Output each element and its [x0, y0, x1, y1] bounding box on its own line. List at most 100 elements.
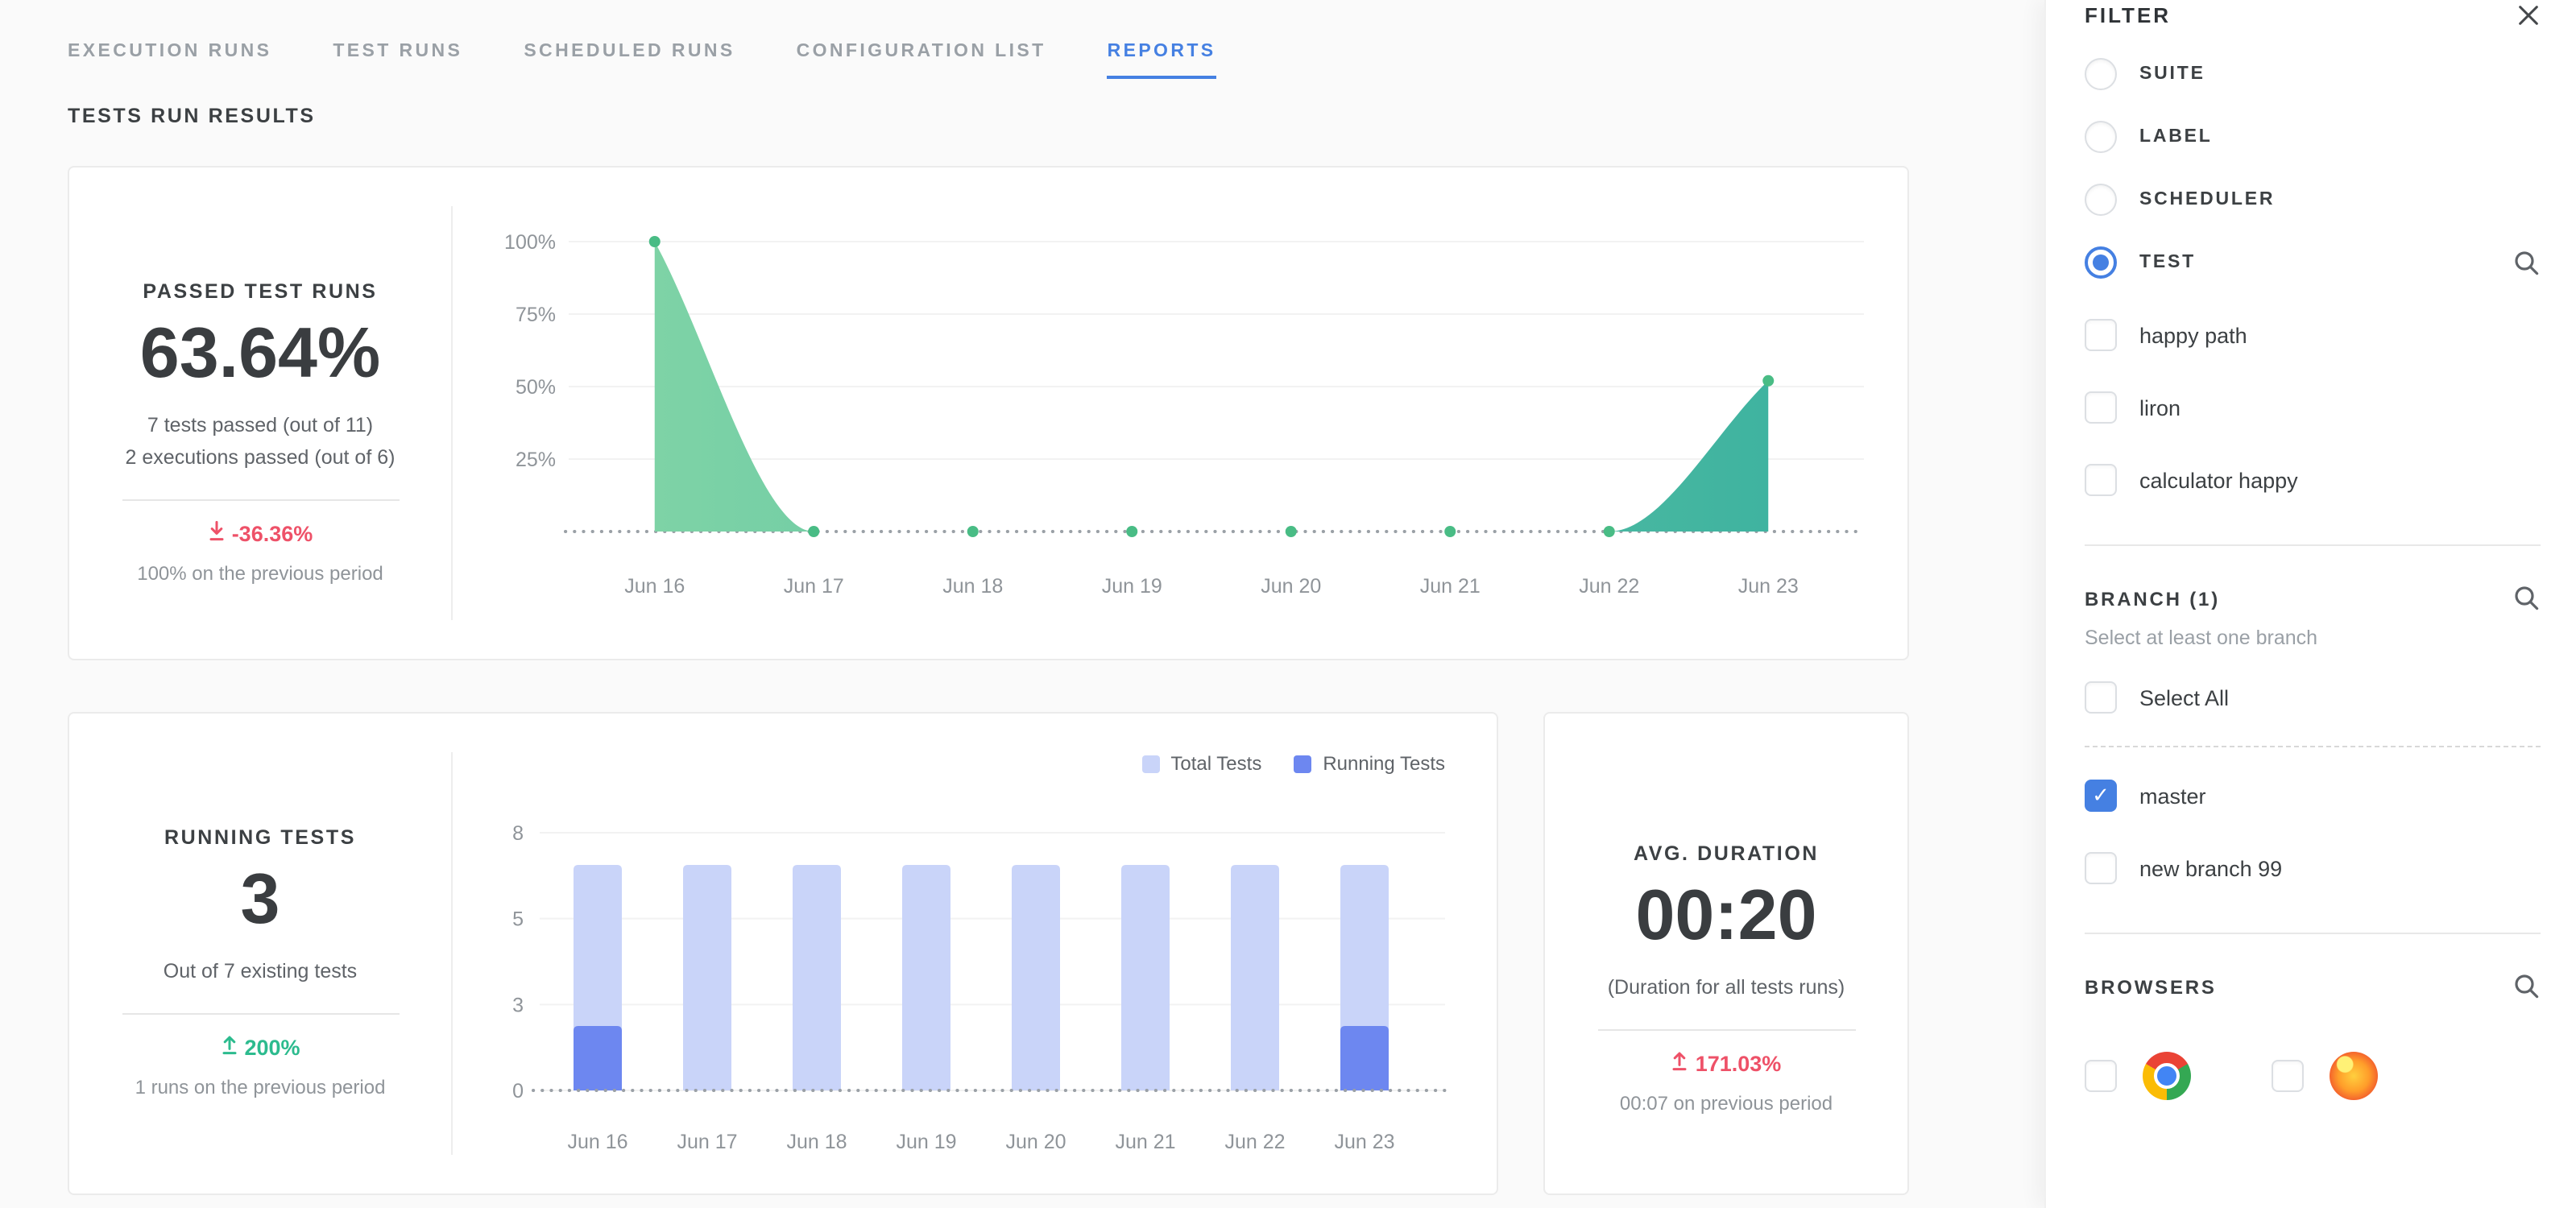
- filter-title: FILTER: [2085, 3, 2172, 27]
- passed-tests-line: 7 tests passed (out of 11): [147, 414, 374, 436]
- running-delta: 200%: [220, 1034, 300, 1060]
- close-icon[interactable]: [2516, 3, 2541, 27]
- svg-text:8: 8: [512, 822, 524, 845]
- browsers-section-header: BROWSERS: [2085, 973, 2541, 1000]
- running-tests-value: 3: [240, 860, 280, 939]
- branch-subtitle: Select at least one branch: [2085, 627, 2318, 649]
- radio-label: LABEL: [2139, 127, 2213, 147]
- checkbox[interactable]: [2085, 780, 2117, 812]
- radio-circle[interactable]: [2085, 58, 2117, 90]
- chrome-checkbox[interactable]: [2085, 1060, 2117, 1092]
- filter-radio-suite[interactable]: SUITE: [2085, 58, 2541, 90]
- running-tests-line: Out of 7 existing tests: [163, 960, 358, 983]
- up-arrow-icon: [220, 1034, 238, 1060]
- dashed-divider: [2085, 746, 2541, 747]
- legend-running-tests: Running Tests: [1294, 752, 1445, 775]
- search-icon[interactable]: [2513, 973, 2541, 1000]
- checkbox-label: calculator happy: [2139, 468, 2298, 492]
- svg-text:Jun 18: Jun 18: [942, 575, 1003, 598]
- branch-select-all[interactable]: Select All: [2085, 681, 2541, 714]
- passed-runs-area-chart: 25% 50% 75% 100% Jun 16 Jun 17 Jun 18 Jun 19 Jun…: [475, 174, 1898, 627]
- svg-text:Jun 19: Jun 19: [896, 1131, 956, 1153]
- running-previous-period: 1 runs on the previous period: [135, 1076, 386, 1098]
- divider: [2085, 544, 2541, 546]
- radio-label: SUITE: [2139, 64, 2205, 84]
- svg-text:25%: 25%: [516, 449, 556, 471]
- duration-delta: 171.03%: [1671, 1050, 1782, 1076]
- radio-label: SCHEDULER: [2139, 190, 2276, 209]
- main-content: EXECUTION RUNS TEST RUNS SCHEDULED RUNS …: [68, 42, 1909, 1195]
- svg-text:Jun 16: Jun 16: [624, 575, 685, 598]
- passed-delta: -36.36%: [208, 520, 313, 546]
- svg-text:0: 0: [512, 1080, 524, 1103]
- tab-reports[interactable]: REPORTS: [1107, 42, 1216, 79]
- branch-option-master[interactable]: master: [2085, 780, 2541, 812]
- search-icon[interactable]: [2513, 249, 2541, 276]
- svg-text:Jun 19: Jun 19: [1102, 575, 1162, 598]
- divider: [1597, 1029, 1855, 1031]
- svg-text:50%: 50%: [516, 376, 556, 399]
- duration-stat-block: AVG. DURATION 00:20 (Duration for all te…: [1545, 752, 1907, 1115]
- running-tests-card: RUNNING TESTS 3 Out of 7 existing tests …: [68, 712, 1498, 1195]
- checkbox-label: master: [2139, 784, 2206, 808]
- firefox-checkbox[interactable]: [2272, 1060, 2304, 1092]
- checkbox-label: new branch 99: [2139, 856, 2283, 880]
- browsers-title: BROWSERS: [2085, 975, 2217, 998]
- tab-configuration-list[interactable]: CONFIGURATION LIST: [796, 42, 1046, 61]
- svg-text:Jun 18: Jun 18: [786, 1131, 847, 1153]
- legend-total-tests: Total Tests: [1141, 752, 1261, 775]
- stat-title: RUNNING TESTS: [164, 826, 356, 849]
- svg-text:3: 3: [512, 994, 524, 1016]
- legend-label: Total Tests: [1170, 752, 1262, 775]
- filter-radio-scheduler[interactable]: SCHEDULER: [2085, 184, 2541, 216]
- checkbox[interactable]: [2085, 391, 2117, 424]
- svg-text:Jun 17: Jun 17: [677, 1131, 737, 1153]
- up-arrow-icon: [1671, 1050, 1689, 1076]
- svg-text:100%: 100%: [504, 231, 556, 254]
- filter-header: FILTER: [2085, 3, 2541, 27]
- checkbox[interactable]: [2085, 319, 2117, 351]
- chrome-icon: [2143, 1052, 2191, 1100]
- test-option-happy-path[interactable]: happy path: [2085, 319, 2541, 351]
- section-title: TESTS RUN RESULTS: [68, 105, 316, 127]
- svg-text:Jun 22: Jun 22: [1579, 575, 1639, 598]
- checkbox[interactable]: [2085, 852, 2117, 884]
- browsers-row: [2085, 1052, 2541, 1100]
- svg-text:Jun 17: Jun 17: [784, 575, 844, 598]
- radio-circle[interactable]: [2085, 121, 2117, 153]
- chart-legend: Total Tests Running Tests: [466, 752, 1468, 775]
- checkbox[interactable]: [2085, 464, 2117, 496]
- duration-delta-value: 171.03%: [1695, 1051, 1782, 1075]
- divider: [2085, 933, 2541, 934]
- radio-circle[interactable]: [2085, 184, 2117, 216]
- search-icon[interactable]: [2513, 585, 2541, 612]
- tab-execution-runs[interactable]: EXECUTION RUNS: [68, 42, 272, 61]
- tab-test-runs[interactable]: TEST RUNS: [333, 42, 463, 61]
- filter-panel: FILTER SUITE LABEL SCHEDULER TEST hap: [2044, 0, 2576, 1208]
- running-tests-swatch: [1294, 755, 1312, 772]
- checkbox-label: liron: [2139, 395, 2181, 420]
- passed-test-runs-card: PASSED TEST RUNS 63.64% 7 tests passed (…: [68, 166, 1909, 660]
- passed-percentage-value: 63.64%: [139, 314, 381, 393]
- radio-circle[interactable]: [2085, 246, 2117, 279]
- checkbox-label: happy path: [2139, 323, 2247, 347]
- passed-stat-block: PASSED TEST RUNS 63.64% 7 tests passed (…: [69, 206, 453, 620]
- duration-line: (Duration for all tests runs): [1607, 976, 1845, 999]
- tab-scheduled-runs[interactable]: SCHEDULED RUNS: [524, 42, 735, 61]
- svg-text:Jun 20: Jun 20: [1005, 1131, 1066, 1153]
- branch-section-header: BRANCH (1): [2085, 585, 2541, 612]
- svg-text:Jun 21: Jun 21: [1115, 1131, 1175, 1153]
- stat-title: AVG. DURATION: [1633, 842, 1820, 865]
- checkbox[interactable]: [2085, 681, 2117, 714]
- filter-radio-test[interactable]: TEST: [2085, 246, 2541, 279]
- test-option-calculator-happy[interactable]: calculator happy: [2085, 464, 2541, 496]
- duration-previous-period: 00:07 on previous period: [1619, 1092, 1833, 1115]
- svg-text:75%: 75%: [516, 304, 556, 326]
- legend-label: Running Tests: [1323, 752, 1445, 775]
- filter-radio-label[interactable]: LABEL: [2085, 121, 2541, 153]
- avg-duration-value: 00:20: [1635, 876, 1817, 955]
- test-option-liron[interactable]: liron: [2085, 391, 2541, 424]
- branch-option-new-branch-99[interactable]: new branch 99: [2085, 852, 2541, 884]
- svg-text:Jun 23: Jun 23: [1334, 1131, 1394, 1153]
